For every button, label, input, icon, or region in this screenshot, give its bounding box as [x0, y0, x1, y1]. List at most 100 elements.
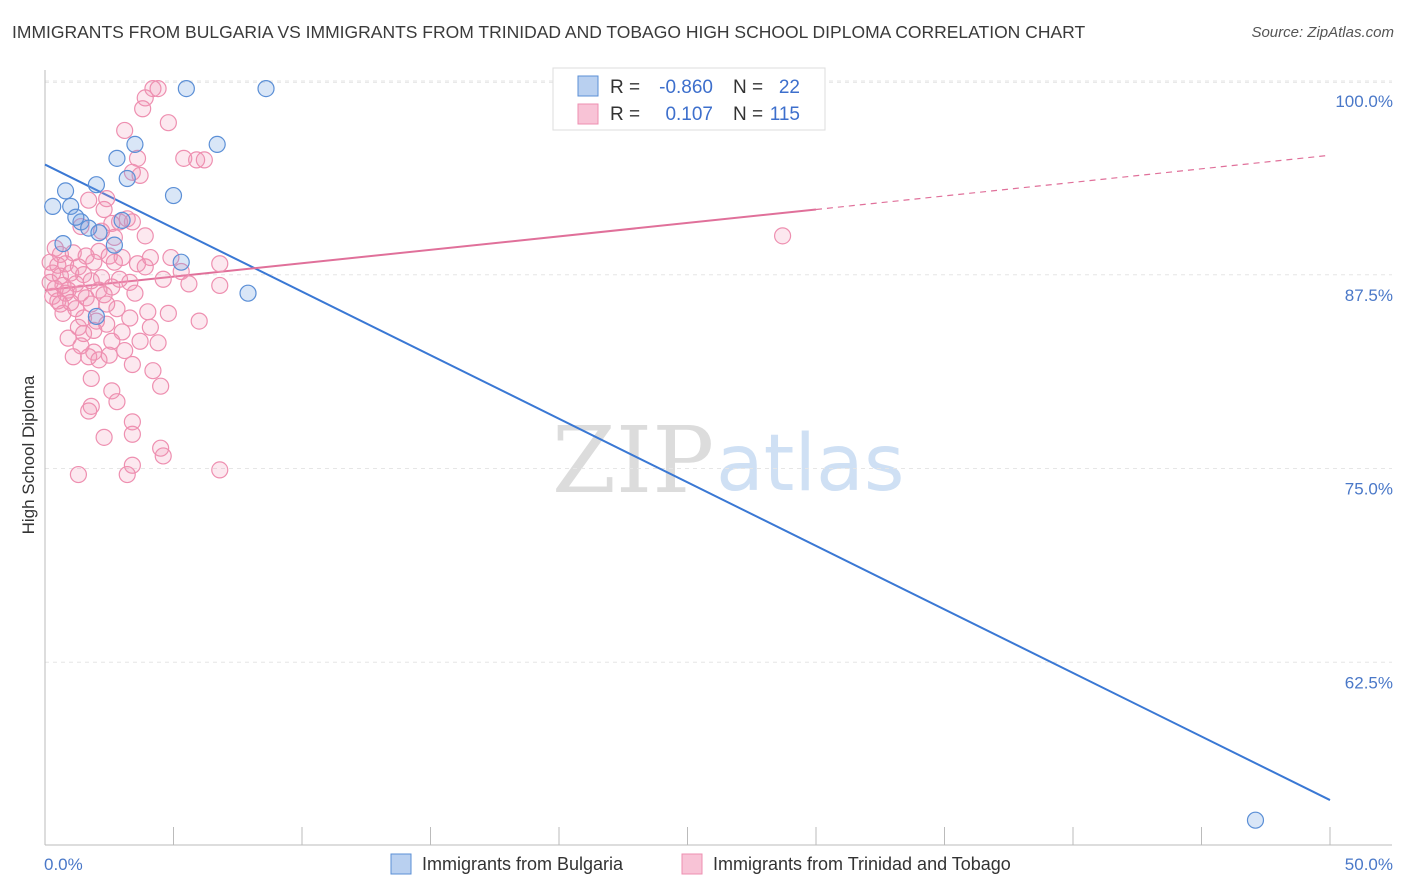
point-bulgaria-11	[164, 186, 183, 205]
point-trinidad-106	[69, 465, 88, 484]
point-trinidad-84	[149, 334, 167, 352]
point-trinidad-95	[152, 377, 170, 395]
point-trinidad-48	[154, 270, 172, 288]
point-trinidad-64	[126, 284, 144, 302]
point-bulgaria-20	[113, 211, 131, 229]
point-trinidad-107	[118, 465, 136, 484]
point-trinidad-110	[190, 312, 208, 330]
point-trinidad-100	[123, 413, 141, 431]
point-trinidad-109	[773, 227, 792, 245]
point-bulgaria-21	[1246, 811, 1265, 829]
point-trinidad-88	[116, 341, 134, 360]
y-tick-label-3: 62.5%	[1345, 673, 1393, 692]
point-trinidad-74	[121, 309, 139, 327]
point-bulgaria-10	[126, 135, 144, 153]
legend-swatch-trinidad	[577, 103, 599, 125]
bottom-legend-label-bulgaria: Immigrants from Bulgaria	[422, 854, 624, 874]
point-trinidad-54	[121, 273, 139, 291]
point-trinidad-101	[95, 428, 113, 446]
point-trinidad-5	[116, 121, 134, 140]
point-trinidad-112	[51, 295, 70, 313]
point-trinidad-6	[175, 149, 193, 167]
point-trinidad-81	[59, 329, 77, 347]
point-trinidad-96	[103, 382, 121, 400]
point-trinidad-111	[180, 275, 198, 293]
point-trinidad-87	[100, 346, 118, 364]
point-bulgaria-17	[87, 307, 106, 326]
chart-title: IMMIGRANTS FROM BULGARIA VS IMMIGRANTS F…	[12, 22, 1086, 42]
x-tick-label-0: 0.0%	[44, 855, 83, 874]
point-trinidad-108	[211, 461, 229, 479]
point-trinidad-41	[211, 255, 229, 273]
point-trinidad-75	[159, 304, 177, 322]
point-trinidad-114	[98, 295, 116, 313]
points-bulgaria	[44, 79, 1265, 829]
legend-n-label-trinidad: N =	[733, 104, 763, 125]
point-trinidad-31	[141, 248, 159, 267]
point-trinidad-40	[172, 262, 190, 281]
gridlines	[45, 80, 1392, 663]
point-trinidad-1	[149, 79, 167, 98]
trendline-trinidad-group	[44, 154, 1331, 292]
point-trinidad-32	[162, 248, 180, 267]
legend-swatch-bulgaria	[577, 75, 599, 97]
y-tick-label-0: 100.0%	[1335, 92, 1393, 111]
trendline-trinidad	[44, 208, 817, 292]
point-trinidad-68	[108, 300, 126, 318]
tick-labels: 100.0% 87.5% 75.0% 62.5% 0.0% 50.0%	[44, 92, 1393, 874]
legend-n-label-bulgaria: N =	[733, 77, 763, 98]
point-trinidad-90	[80, 348, 98, 366]
point-trinidad-4	[159, 114, 177, 132]
point-bulgaria-5	[87, 176, 106, 194]
point-trinidad-39	[136, 258, 154, 276]
point-bulgaria-16	[257, 79, 275, 98]
legend-r-label-bulgaria: R =	[610, 77, 640, 98]
point-trinidad-102	[123, 425, 141, 443]
bottom-legend-swatch-bulgaria	[390, 853, 412, 875]
point-trinidad-59	[90, 281, 108, 299]
point-bulgaria-14	[208, 135, 226, 153]
x-tick-label-1: 50.0%	[1345, 855, 1393, 874]
watermark-zip: ZIP	[552, 407, 714, 514]
point-trinidad-37	[85, 253, 103, 271]
point-trinidad-93	[144, 362, 162, 380]
legend-r-value-trinidad: 0.107	[665, 104, 713, 125]
bottom-legend-swatch-trinidad	[681, 853, 703, 875]
point-trinidad-97	[108, 393, 126, 411]
y-tick-label-2: 75.0%	[1345, 480, 1393, 499]
point-bulgaria-13	[177, 79, 195, 98]
point-trinidad-2	[136, 89, 154, 107]
legend-r-value-bulgaria: -0.860	[659, 77, 713, 98]
point-trinidad-3	[134, 100, 152, 118]
point-trinidad-83	[131, 332, 149, 350]
axes	[44, 70, 1392, 846]
point-trinidad-14	[80, 191, 98, 209]
y-tick-label-1: 87.5%	[1345, 286, 1393, 305]
point-bulgaria-0	[44, 197, 62, 215]
watermark-atlas: atlas	[716, 419, 905, 509]
point-trinidad-94	[82, 369, 100, 388]
point-bulgaria-9	[118, 169, 136, 188]
point-trinidad-98	[82, 397, 100, 415]
trendline-trinidad-extension	[815, 154, 1331, 211]
source-label: Source: ZipAtlas.com	[1251, 24, 1394, 41]
y-axis-label: High School Diploma	[19, 375, 38, 534]
point-trinidad-11	[131, 166, 149, 184]
point-trinidad-113	[74, 324, 93, 343]
point-trinidad-89	[64, 348, 82, 366]
point-trinidad-104	[154, 447, 172, 465]
correlation-legend: R = -0.860 N = 22 R = 0.107 N = 115	[552, 67, 826, 131]
point-trinidad-55	[211, 276, 229, 295]
point-trinidad-69	[139, 303, 157, 321]
point-trinidad-13	[95, 200, 113, 219]
point-bulgaria-7	[105, 236, 123, 254]
points-trinidad	[41, 79, 792, 484]
point-bulgaria-4	[80, 219, 98, 237]
point-trinidad-99	[80, 402, 98, 420]
point-trinidad-80	[141, 318, 159, 336]
point-trinidad-27	[90, 242, 108, 260]
point-bulgaria-2	[62, 197, 80, 215]
series-legend: Immigrants from Bulgaria Immigrants from…	[390, 853, 1011, 875]
point-trinidad-38	[105, 253, 123, 271]
